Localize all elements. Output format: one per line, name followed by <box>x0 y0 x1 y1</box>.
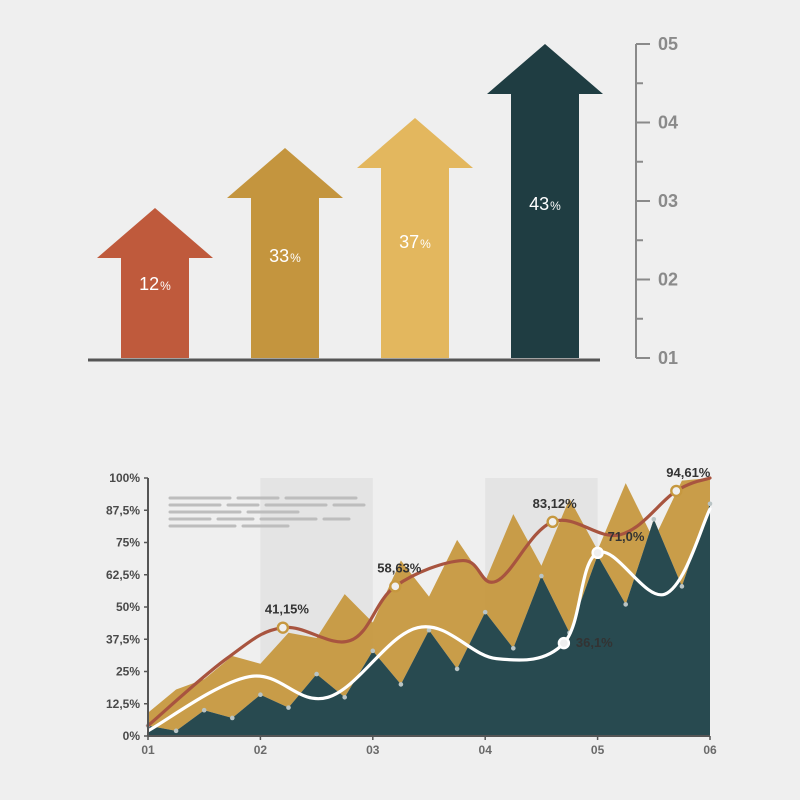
teal-area-marker <box>286 705 291 710</box>
teal-area-marker <box>230 716 235 721</box>
ruler-label: 01 <box>658 348 678 368</box>
red-line-label: 58,63% <box>377 560 422 575</box>
white-line-marker <box>593 548 603 558</box>
y-tick-label: 100% <box>109 471 140 485</box>
x-tick-label: 02 <box>254 743 268 757</box>
y-tick-label: 75% <box>116 536 140 550</box>
x-tick-label: 03 <box>366 743 380 757</box>
teal-area-marker <box>680 584 685 589</box>
red-line-marker <box>548 517 558 527</box>
x-tick-label: 06 <box>703 743 717 757</box>
teal-area-marker <box>314 672 319 677</box>
infographic-canvas: 050403020112%33%37%43%41,15%58,63%83,12%… <box>0 0 800 800</box>
y-tick-label: 62,5% <box>106 568 140 582</box>
red-line-label: 83,12% <box>533 496 578 511</box>
ruler-label: 02 <box>658 270 678 290</box>
x-tick-label: 05 <box>591 743 605 757</box>
white-line-marker <box>559 638 569 648</box>
teal-area-marker <box>371 649 376 654</box>
white-line-label: 71,0% <box>608 529 645 544</box>
y-tick-label: 12,5% <box>106 697 140 711</box>
y-tick-label: 87,5% <box>106 503 140 517</box>
teal-area-marker <box>342 695 347 700</box>
teal-area-marker <box>623 602 628 607</box>
y-tick-label: 37,5% <box>106 632 140 646</box>
red-line-marker <box>278 623 288 633</box>
teal-area-marker <box>174 729 179 734</box>
ruler-label: 03 <box>658 191 678 211</box>
red-line-label: 94,61% <box>666 465 711 480</box>
x-tick-label: 01 <box>141 743 155 757</box>
ruler-label: 04 <box>658 113 678 133</box>
teal-area-marker <box>539 574 544 579</box>
y-tick-label: 25% <box>116 665 140 679</box>
white-line-label: 36,1% <box>576 635 613 650</box>
red-line-marker <box>671 486 681 496</box>
teal-area-marker <box>483 610 488 615</box>
teal-area-marker <box>202 708 207 713</box>
teal-area-marker <box>399 682 404 687</box>
y-tick-label: 0% <box>123 729 141 743</box>
red-line-marker <box>390 581 400 591</box>
teal-area-marker <box>455 667 460 672</box>
teal-area-marker <box>511 646 516 651</box>
teal-area-marker <box>258 692 263 697</box>
red-line-label: 41,15% <box>265 602 310 617</box>
ruler-label: 05 <box>658 34 678 54</box>
y-tick-label: 50% <box>116 600 140 614</box>
x-tick-label: 04 <box>479 743 493 757</box>
teal-area-marker <box>652 517 657 522</box>
teal-area-marker <box>708 502 713 507</box>
